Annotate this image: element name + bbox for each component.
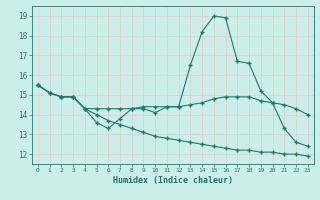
X-axis label: Humidex (Indice chaleur): Humidex (Indice chaleur) [113,176,233,185]
